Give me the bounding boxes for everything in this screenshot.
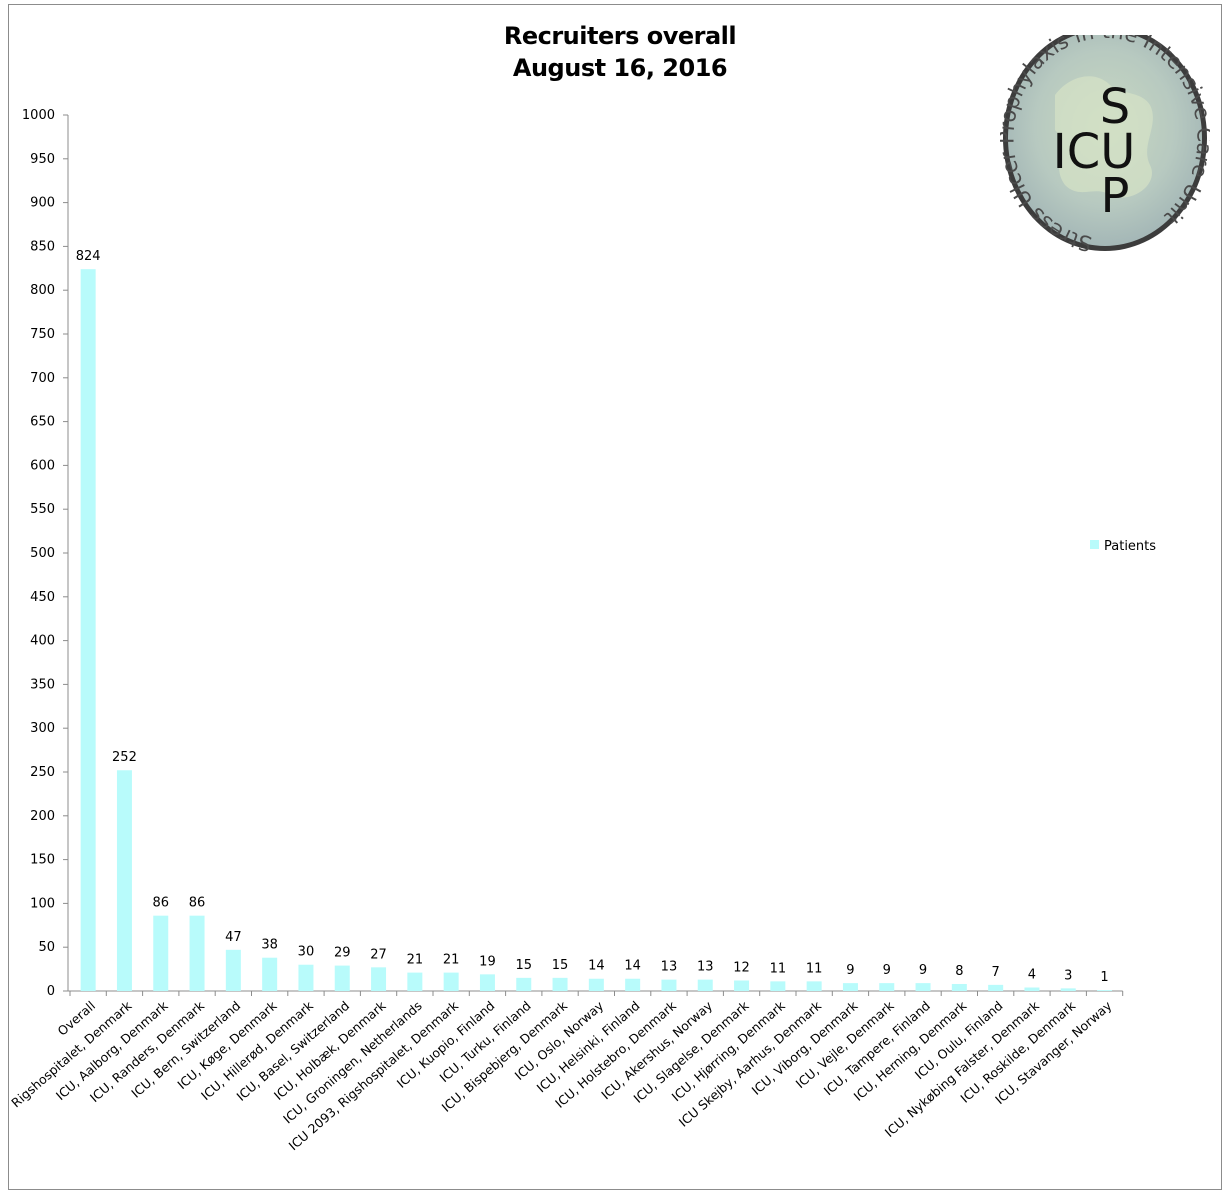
bar-value-label: 86	[152, 896, 169, 911]
y-tick-label: 1000	[22, 108, 55, 123]
y-tick-label: 900	[30, 196, 55, 211]
bar	[116, 770, 132, 991]
bar	[443, 972, 459, 991]
y-tick-label: 300	[30, 721, 55, 736]
logo-letter-p: P	[1101, 168, 1130, 224]
bar	[697, 979, 713, 991]
chart-title: Recruiters overall August 16, 2016	[420, 20, 820, 84]
y-tick-label: 550	[30, 502, 55, 517]
logo-letter-icu: ICU	[1053, 124, 1136, 180]
bar-value-label: 3	[1064, 968, 1072, 983]
logo-map-shape	[1055, 76, 1153, 198]
y-tick-label: 500	[30, 546, 55, 561]
bar	[516, 977, 532, 991]
bar	[552, 977, 568, 991]
bar-value-label: 13	[661, 960, 678, 975]
bar-value-label: 824	[76, 249, 101, 264]
bar	[951, 983, 967, 991]
bar	[334, 965, 350, 991]
bar	[80, 269, 96, 991]
bar-value-label: 7	[992, 965, 1000, 980]
bar-value-label: 13	[697, 960, 714, 975]
bar-value-label: 14	[588, 959, 605, 974]
icu-logo: Stress Ulcer Prophylaxis in the Intensiv…	[1000, 35, 1210, 256]
y-tick-label: 850	[30, 239, 55, 254]
logo-letter-s: S	[1100, 79, 1130, 135]
bar	[661, 979, 677, 991]
bar-value-label: 8	[955, 964, 963, 979]
chart-subtitle: August 16, 2016	[512, 54, 728, 82]
bar	[407, 972, 423, 991]
bar-value-label: 38	[261, 938, 278, 953]
y-tick-label: 400	[30, 634, 55, 649]
bar	[806, 981, 822, 991]
bar-value-label: 86	[189, 896, 206, 911]
bar-value-label: 9	[883, 963, 891, 978]
bar	[479, 974, 495, 991]
bar	[625, 978, 641, 991]
y-axis: 0 50 100 150 200 250 300 350 400 450 500 550 600 650 7…	[22, 108, 69, 999]
bar-value-label: 29	[334, 946, 351, 961]
y-tick-label: 150	[30, 853, 55, 868]
bar-value-label: 11	[806, 961, 823, 976]
bar-value-label: 252	[112, 750, 137, 765]
y-tick-label: 50	[38, 940, 55, 955]
bar	[298, 964, 314, 991]
bar	[734, 980, 750, 991]
bar	[225, 949, 241, 991]
y-tick-label: 650	[30, 415, 55, 430]
y-tick-label: 600	[30, 458, 55, 473]
bar	[588, 978, 604, 991]
bar	[770, 981, 786, 991]
bar-value-label: 30	[298, 945, 315, 960]
bar-value-label: 12	[733, 960, 750, 975]
bar-value-label: 47	[225, 930, 242, 945]
bar-value-label: 9	[846, 963, 854, 978]
bar	[842, 983, 858, 991]
bar	[262, 957, 278, 991]
bar	[189, 915, 205, 991]
y-tick-label: 100	[30, 896, 55, 911]
bar	[371, 967, 387, 991]
bar-value-label: 21	[407, 953, 424, 968]
y-tick-label: 950	[30, 152, 55, 167]
legend-swatch	[1090, 540, 1099, 549]
bar	[988, 984, 1004, 991]
x-axis	[68, 990, 1124, 996]
y-tick-label: 350	[30, 677, 55, 692]
bar-value-label: 15	[515, 958, 532, 973]
bar	[1024, 987, 1040, 991]
bar	[1060, 988, 1076, 991]
bar-value-label: 21	[443, 953, 460, 968]
legend-label: Patients	[1104, 539, 1156, 554]
bar-value-label: 19	[479, 954, 496, 969]
bar-value-label: 1	[1100, 970, 1108, 985]
bar-value-label: 14	[624, 959, 641, 974]
y-tick-label: 0	[47, 984, 55, 999]
y-tick-label: 450	[30, 590, 55, 605]
bar-value-label: 4	[1028, 967, 1036, 982]
bar	[915, 983, 931, 991]
bar	[879, 983, 895, 991]
bar-value-label: 27	[370, 947, 387, 962]
y-tick-label: 800	[30, 283, 55, 298]
bars	[80, 269, 1113, 991]
bar-value-label: 15	[552, 958, 569, 973]
y-tick-label: 250	[30, 765, 55, 780]
y-tick-label: 200	[30, 809, 55, 824]
y-tick-label: 700	[30, 371, 55, 386]
bar	[153, 915, 169, 991]
bar	[1097, 990, 1113, 991]
chart-title-line: Recruiters overall	[503, 22, 737, 50]
bar-value-label: 9	[919, 963, 927, 978]
legend: Patients	[1090, 539, 1156, 554]
y-tick-label: 750	[30, 327, 55, 342]
bar-value-label: 11	[770, 961, 787, 976]
